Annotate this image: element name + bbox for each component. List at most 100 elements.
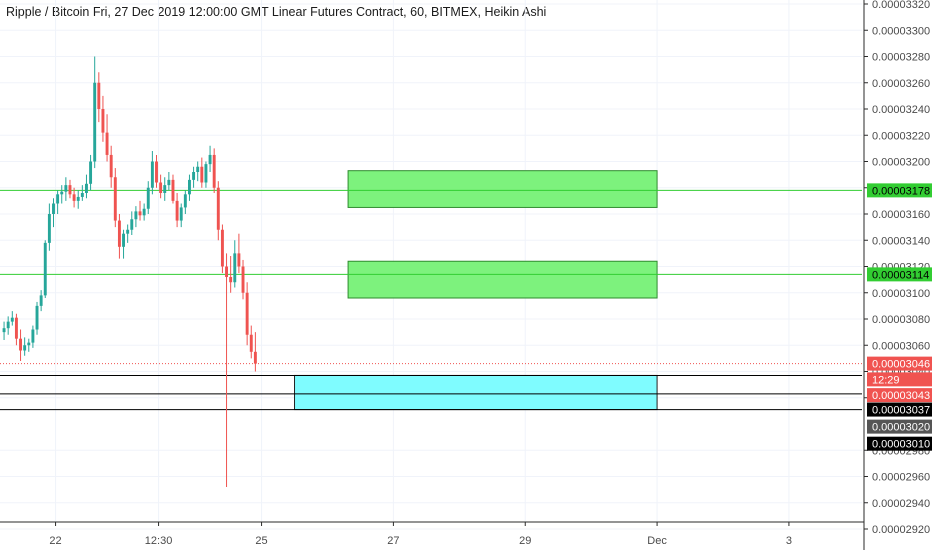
price-tag-box	[867, 436, 932, 451]
candle-body	[109, 154, 113, 178]
y-tick-label: 0.00003260	[872, 78, 930, 90]
chart-grid	[0, 0, 862, 530]
candle-body	[101, 109, 105, 133]
candle-body	[188, 179, 191, 195]
candle-body	[72, 194, 76, 201]
candle-body	[150, 161, 154, 188]
candle-body	[163, 185, 167, 193]
candle-body	[196, 166, 200, 172]
candle-body	[93, 82, 97, 162]
candle-body	[208, 154, 212, 165]
y-tick-label: 0.00003300	[872, 25, 930, 37]
candle-body	[117, 220, 121, 247]
y-tick-label: 0.00002960	[872, 472, 930, 484]
candle-body	[89, 161, 93, 184]
candle-body	[126, 229, 130, 234]
candle-body	[80, 193, 84, 197]
candle-body	[159, 182, 163, 193]
candle-body	[85, 183, 88, 193]
x-tick-label: 22	[49, 535, 61, 547]
price-tag-box	[867, 267, 932, 282]
x-axis-labels: 22 12:30 25 27 29 Dec 3	[49, 522, 792, 547]
y-tick-label: 0.00002940	[872, 498, 930, 510]
candle-body	[56, 194, 60, 204]
candle-body	[10, 317, 14, 322]
candle-body	[23, 345, 27, 351]
candle-body	[229, 277, 233, 283]
candle-body	[31, 329, 35, 343]
price-tag-label: 0.00003037	[872, 405, 930, 417]
candle-body	[167, 179, 171, 186]
price-tag-label: 0.00003046	[872, 359, 930, 371]
candle-body	[68, 185, 72, 195]
candle-body	[39, 295, 43, 306]
y-tick-label: 0.00003060	[872, 340, 930, 352]
candle-body	[175, 200, 179, 221]
candle-body	[245, 292, 249, 335]
candle-body	[171, 179, 175, 201]
axes-layer	[0, 0, 865, 550]
candle-body	[237, 253, 241, 267]
demand-zone	[294, 374, 658, 411]
price-tag-label: 0.00003043	[872, 390, 930, 402]
candle-body	[134, 211, 138, 220]
candles-layer	[2, 56, 257, 487]
candle-body	[27, 342, 31, 346]
candle-body	[47, 214, 51, 243]
candle-body	[225, 266, 228, 277]
candle-body	[130, 219, 134, 230]
price-tag-box	[867, 402, 932, 417]
candle-body	[216, 187, 220, 230]
x-tick-label: Dec	[647, 535, 667, 547]
candle-body	[179, 207, 183, 221]
candle-body	[122, 233, 125, 247]
x-tick-label: 27	[387, 535, 399, 547]
price-tag-label: 12:29	[872, 374, 900, 386]
price-tag-label: 0.00003178	[872, 185, 930, 197]
candle-body	[142, 208, 146, 216]
price-tag-label: 0.00003010	[872, 439, 930, 451]
candle-body	[138, 211, 142, 216]
candle-body	[105, 132, 109, 155]
chart-title: Ripple / Bitcoin Fri, 27 Dec 2019 12:00:…	[6, 5, 547, 19]
candle-body	[155, 161, 158, 183]
candle-body	[204, 164, 208, 183]
x-tick-label: 25	[255, 535, 267, 547]
horizontal-lines-layer	[0, 189, 862, 411]
candle-body	[35, 305, 39, 330]
candle-body	[146, 187, 150, 209]
candle-body	[6, 321, 10, 329]
y-tick-label: 0.00003080	[872, 314, 930, 326]
y-tick-label: 0.00003160	[872, 209, 930, 221]
price-tag-label: 0.00003020	[872, 422, 930, 434]
candle-body	[241, 266, 245, 293]
candle-body	[64, 185, 68, 192]
candle-body	[60, 191, 64, 195]
y-tick-label: 0.00003100	[872, 288, 930, 300]
candle-body	[2, 328, 6, 333]
price-tag-box	[867, 419, 932, 434]
candle-body	[183, 194, 187, 208]
x-tick-label: 29	[519, 535, 531, 547]
candle-body	[19, 338, 22, 351]
candle-body	[249, 334, 253, 352]
y-tick-label: 0.00003200	[872, 157, 930, 169]
y-tick-label: 0.00003320	[872, 0, 930, 11]
candle-body	[253, 351, 257, 364]
price-tag-label: 0.00003114	[872, 269, 929, 281]
price-tag-box	[867, 372, 932, 387]
candle-body	[200, 166, 204, 183]
price-tag-box	[867, 388, 932, 403]
candle-body	[52, 203, 55, 214]
supply-zone-lower	[347, 260, 658, 299]
price-tags-layer: 0.00003178 0.00003114 0.00003046 12:29 0.000…	[867, 183, 932, 451]
candle-body	[14, 317, 18, 339]
candle-body	[212, 154, 216, 188]
y-tick-label: 0.00003220	[872, 130, 930, 142]
y-tick-label: 0.00003280	[872, 52, 930, 64]
supply-zone-upper	[347, 170, 658, 208]
price-tag-box	[867, 356, 932, 371]
y-tick-label: 0.00003240	[872, 104, 930, 116]
candle-body	[233, 253, 237, 283]
